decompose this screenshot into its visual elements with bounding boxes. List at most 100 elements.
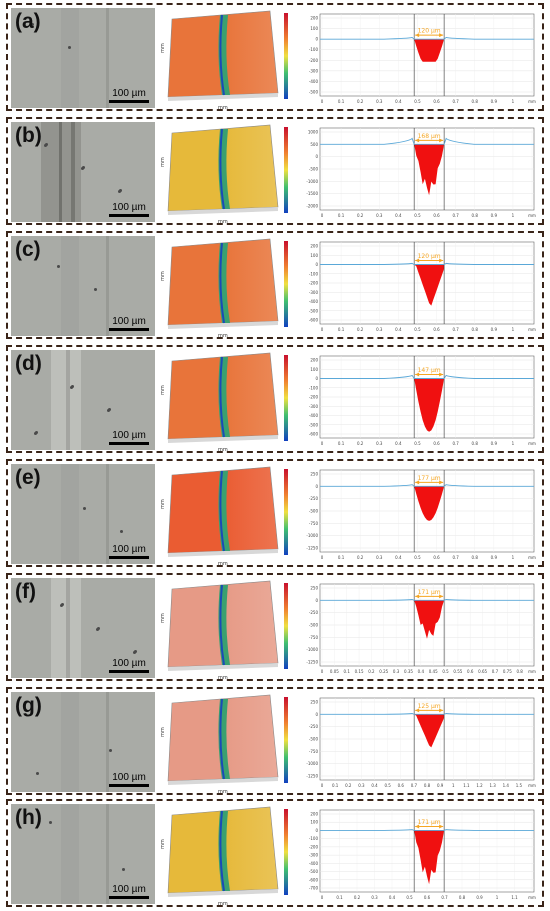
surface-speck bbox=[97, 627, 100, 630]
scale-bar: 100 µm bbox=[109, 545, 149, 559]
y-tick-label: 250 bbox=[310, 586, 318, 591]
arrow-head bbox=[415, 258, 420, 263]
x-tick-label: 0.1 bbox=[336, 895, 343, 900]
x-tick-label: 0.6 bbox=[433, 213, 440, 218]
x-tick-label: 0.9 bbox=[437, 783, 444, 788]
y-tick-label: -600 bbox=[309, 432, 319, 437]
x-tick-label: 0.55 bbox=[453, 669, 462, 674]
panel-label: (a) bbox=[15, 10, 41, 33]
arrow-head bbox=[439, 372, 444, 377]
color-scale-bar bbox=[284, 469, 288, 555]
y-tick-label: 500 bbox=[310, 142, 318, 147]
y-tick-label: -400 bbox=[309, 861, 319, 866]
y-tick-label: 100 bbox=[310, 253, 318, 258]
panel-label: (e) bbox=[15, 466, 41, 489]
surface-profile-line bbox=[320, 484, 534, 487]
x-tick-label: 0.1 bbox=[338, 213, 345, 218]
scale-bar: 100 µm bbox=[109, 317, 149, 331]
y-tick-label: 0 bbox=[315, 484, 318, 489]
x-tick-label: 0.5 bbox=[414, 99, 421, 104]
y-tick-label: -600 bbox=[309, 877, 319, 882]
groove-width-label: 177 µm bbox=[418, 475, 441, 482]
x-axis-label: mm bbox=[218, 333, 228, 339]
surface-speck bbox=[71, 385, 74, 388]
x-tick-label: 0.8 bbox=[472, 441, 479, 446]
x-tick-label: 0.65 bbox=[478, 669, 487, 674]
groove-profile-area bbox=[414, 600, 445, 639]
y-tick-label: -500 bbox=[309, 167, 319, 172]
panel-label: (c) bbox=[15, 238, 41, 261]
x-tick-label: 0.9 bbox=[491, 99, 498, 104]
x-tick-label: 0.1 bbox=[338, 555, 345, 560]
scratch-band bbox=[71, 122, 75, 222]
x-tick-label: 0.7 bbox=[452, 441, 459, 446]
figure-panel: (g) 100 µm mm mm 250 0 -250 -500 -750 -1000 -1250 0… bbox=[6, 687, 544, 795]
y-tick-label: -1000 bbox=[306, 179, 318, 184]
x-axis-label: mm bbox=[218, 105, 228, 111]
scale-bar-label: 100 µm bbox=[112, 658, 146, 669]
y-axis-label: mm bbox=[160, 839, 166, 849]
color-scale-bar bbox=[284, 13, 288, 99]
topography-3d-plot: mm mm bbox=[160, 124, 288, 225]
x-tick-label: 0.4 bbox=[395, 555, 402, 560]
y-tick-label: -1000 bbox=[306, 647, 318, 652]
y-tick-label: -200 bbox=[309, 395, 319, 400]
scale-bar-label: 100 µm bbox=[112, 884, 146, 895]
x-tick-label: 0.2 bbox=[354, 895, 361, 900]
x-tick-label: 0 bbox=[321, 327, 324, 332]
y-tick-label: -500 bbox=[309, 623, 319, 628]
groove-bottom bbox=[219, 470, 225, 552]
figure-panel: (a) 100 µm mm mm 200 100 0 -100 -200 -300 -400 -500… bbox=[6, 3, 544, 111]
x-tick-label: 0.25 bbox=[379, 669, 388, 674]
x-tick-label: mm bbox=[528, 99, 536, 104]
x-tick-label: 0.7 bbox=[452, 555, 459, 560]
scratch-band bbox=[61, 464, 79, 564]
scale-bar-label: 100 µm bbox=[112, 202, 146, 213]
arrow-head bbox=[439, 824, 444, 829]
micrograph-image: (g) 100 µm bbox=[11, 692, 155, 792]
arrow-head bbox=[439, 33, 444, 38]
surface-speck bbox=[122, 868, 125, 871]
y-tick-label: -500 bbox=[309, 308, 319, 313]
y-tick-label: -300 bbox=[309, 68, 319, 73]
micrograph-image: (d) 100 µm bbox=[11, 350, 155, 450]
x-tick-label: mm bbox=[528, 213, 536, 218]
x-tick-label: 0.1 bbox=[344, 669, 351, 674]
y-tick-label: 0 bbox=[315, 598, 318, 603]
scratch-band bbox=[106, 804, 109, 904]
scale-bar: 100 µm bbox=[109, 431, 149, 445]
groove-width-label: 171 µm bbox=[418, 819, 441, 826]
y-tick-label: -400 bbox=[309, 79, 319, 84]
panel-label: (b) bbox=[15, 124, 42, 147]
surface-speck bbox=[57, 265, 60, 268]
surface-speck bbox=[120, 530, 123, 533]
y-axis-label: mm bbox=[160, 613, 166, 623]
x-tick-label: 0.35 bbox=[404, 669, 413, 674]
x-tick-label: 0.3 bbox=[358, 783, 365, 788]
x-tick-label: 0.8 bbox=[472, 327, 479, 332]
micrograph-image: (b) 100 µm bbox=[11, 122, 155, 222]
scratch-band bbox=[66, 350, 70, 450]
y-tick-label: -750 bbox=[309, 521, 319, 526]
y-tick-label: -300 bbox=[309, 853, 319, 858]
y-tick-label: -1250 bbox=[306, 774, 318, 779]
y-tick-label: 0 bbox=[315, 154, 318, 159]
y-axis-label: mm bbox=[160, 157, 166, 167]
scale-bar: 100 µm bbox=[109, 885, 149, 899]
x-tick-label: 0.2 bbox=[357, 99, 364, 104]
figure-panel: (f) 100 µm mm mm 250 0 -250 -500 -750 -1000 -1250 0… bbox=[6, 573, 544, 681]
y-tick-label: -250 bbox=[309, 610, 319, 615]
x-tick-label: 0.1 bbox=[338, 327, 345, 332]
x-tick-label: 0.5 bbox=[406, 895, 413, 900]
x-tick-label: 1 bbox=[512, 441, 515, 446]
scratch-band bbox=[106, 692, 109, 792]
x-tick-label: 0.3 bbox=[376, 99, 383, 104]
surface-speck bbox=[108, 408, 111, 411]
surface-speck bbox=[119, 189, 122, 192]
scratch-band bbox=[61, 236, 79, 336]
micrograph-image: (f) 100 µm bbox=[11, 578, 155, 678]
y-tick-label: -200 bbox=[309, 58, 319, 63]
scale-bar-line bbox=[109, 100, 149, 103]
